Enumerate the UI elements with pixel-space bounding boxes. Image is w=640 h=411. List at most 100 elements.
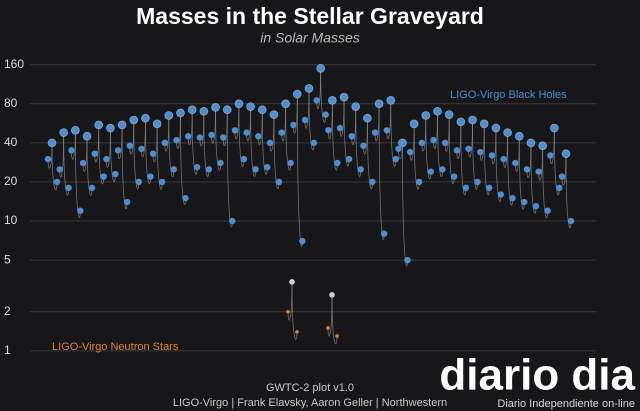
remnant-dot xyxy=(141,113,150,123)
remnant-dot xyxy=(117,120,127,130)
remnant-dot xyxy=(234,99,244,109)
remnant-dot xyxy=(374,99,384,109)
merger-connector xyxy=(413,123,420,190)
merger-connector xyxy=(191,109,198,175)
remnant-dot xyxy=(514,131,524,141)
merger-connector xyxy=(367,118,373,190)
remnant-dot xyxy=(409,119,419,129)
m1-dot xyxy=(56,166,63,173)
merger-connector xyxy=(168,115,175,178)
m2-dot xyxy=(193,163,201,171)
m1-dot xyxy=(208,131,215,139)
remnant-dot xyxy=(211,103,220,112)
remnant-dot xyxy=(503,128,512,137)
m1-dot xyxy=(325,127,332,134)
m1-dot xyxy=(360,142,367,149)
watermark-tagline: Diario Independiente on-line xyxy=(497,398,635,410)
remnant-dot xyxy=(479,119,489,129)
m2-dot xyxy=(299,237,306,245)
remnant-dot xyxy=(269,110,279,120)
m2-dot xyxy=(462,184,470,192)
remnant-dot xyxy=(468,115,477,125)
m2-dot xyxy=(77,207,84,214)
remnant-dot xyxy=(351,102,361,112)
remnant-dot xyxy=(304,84,314,93)
m1-dot xyxy=(220,134,227,141)
m1-dot xyxy=(547,152,554,159)
merger-connector xyxy=(437,111,443,178)
merger-connector xyxy=(51,142,58,191)
merger-connector xyxy=(86,136,93,196)
m1-dot xyxy=(266,139,274,147)
merger-connector xyxy=(530,142,537,214)
m2-dot xyxy=(556,184,563,192)
m1-dot xyxy=(535,168,542,175)
remnant-dot xyxy=(187,105,197,115)
merger-connector xyxy=(226,109,233,228)
m2-dot xyxy=(544,207,551,214)
m2-dot xyxy=(240,155,248,163)
m2-dot xyxy=(439,166,446,173)
m2-dot xyxy=(53,178,61,186)
credit-authors: LIGO-Virgo | Frank Elavsky, Aaron Geller… xyxy=(173,397,447,409)
remnant-dot xyxy=(526,138,536,148)
remnant-dot xyxy=(456,117,466,127)
m2-dot xyxy=(532,203,540,210)
m1-dot xyxy=(418,139,426,147)
m2-dot xyxy=(567,217,575,225)
m1-dot xyxy=(558,173,566,180)
remnant-dot xyxy=(176,108,185,118)
remnant-dot xyxy=(129,115,139,125)
m2-dot xyxy=(497,191,505,198)
merger-connector xyxy=(261,109,268,175)
m2-dot xyxy=(229,217,236,225)
remnant-dot xyxy=(222,105,232,115)
merger-connector xyxy=(390,100,397,167)
m1-dot xyxy=(255,133,262,140)
remnant-dot xyxy=(106,123,115,133)
merger-connector xyxy=(145,118,151,185)
chart-subtitle: in Solar Masses xyxy=(260,30,360,46)
merger-connector xyxy=(460,121,467,196)
m1-dot xyxy=(395,145,402,152)
m1-dot xyxy=(477,148,484,156)
remnant-dot xyxy=(433,106,442,116)
m1-dot xyxy=(488,152,496,159)
m1-dot xyxy=(441,139,449,147)
remnant-dot xyxy=(47,138,57,148)
remnant-dot xyxy=(94,120,104,130)
m1-dot xyxy=(383,127,390,134)
m2-dot xyxy=(158,178,166,186)
merger-connector xyxy=(378,103,385,240)
m1-dot xyxy=(114,147,122,154)
m2-dot xyxy=(450,173,458,180)
remnant-dot xyxy=(246,102,255,112)
m2-dot xyxy=(217,159,224,167)
merger-connector xyxy=(518,136,525,210)
m2-dot xyxy=(170,166,178,173)
merger-connector xyxy=(355,106,362,177)
m1-dot xyxy=(430,136,437,144)
m1-dot xyxy=(371,129,379,136)
m2-dot xyxy=(88,184,96,192)
merger-connector xyxy=(402,142,408,267)
m1-dot xyxy=(500,155,507,163)
watermark-logo: diario dia xyxy=(439,351,635,400)
m2-dot xyxy=(509,194,516,202)
merger-connector xyxy=(425,115,432,180)
m2-dot xyxy=(415,178,423,186)
remnant-dot xyxy=(70,125,80,135)
m1-dot xyxy=(512,159,519,167)
remnant-dot xyxy=(444,110,454,120)
remnant-dot xyxy=(199,106,209,116)
m2-dot xyxy=(123,198,131,206)
merger-connector xyxy=(291,281,298,340)
remnant-dot xyxy=(316,63,326,73)
m2-dot xyxy=(345,155,353,163)
legend-label: LIGO-Virgo Neutron Stars xyxy=(52,341,179,353)
remnant-dot xyxy=(491,123,501,133)
m2-dot xyxy=(252,166,259,173)
m2-dot xyxy=(335,334,339,338)
chart-title: Masses in the Stellar Graveyard xyxy=(136,3,484,29)
